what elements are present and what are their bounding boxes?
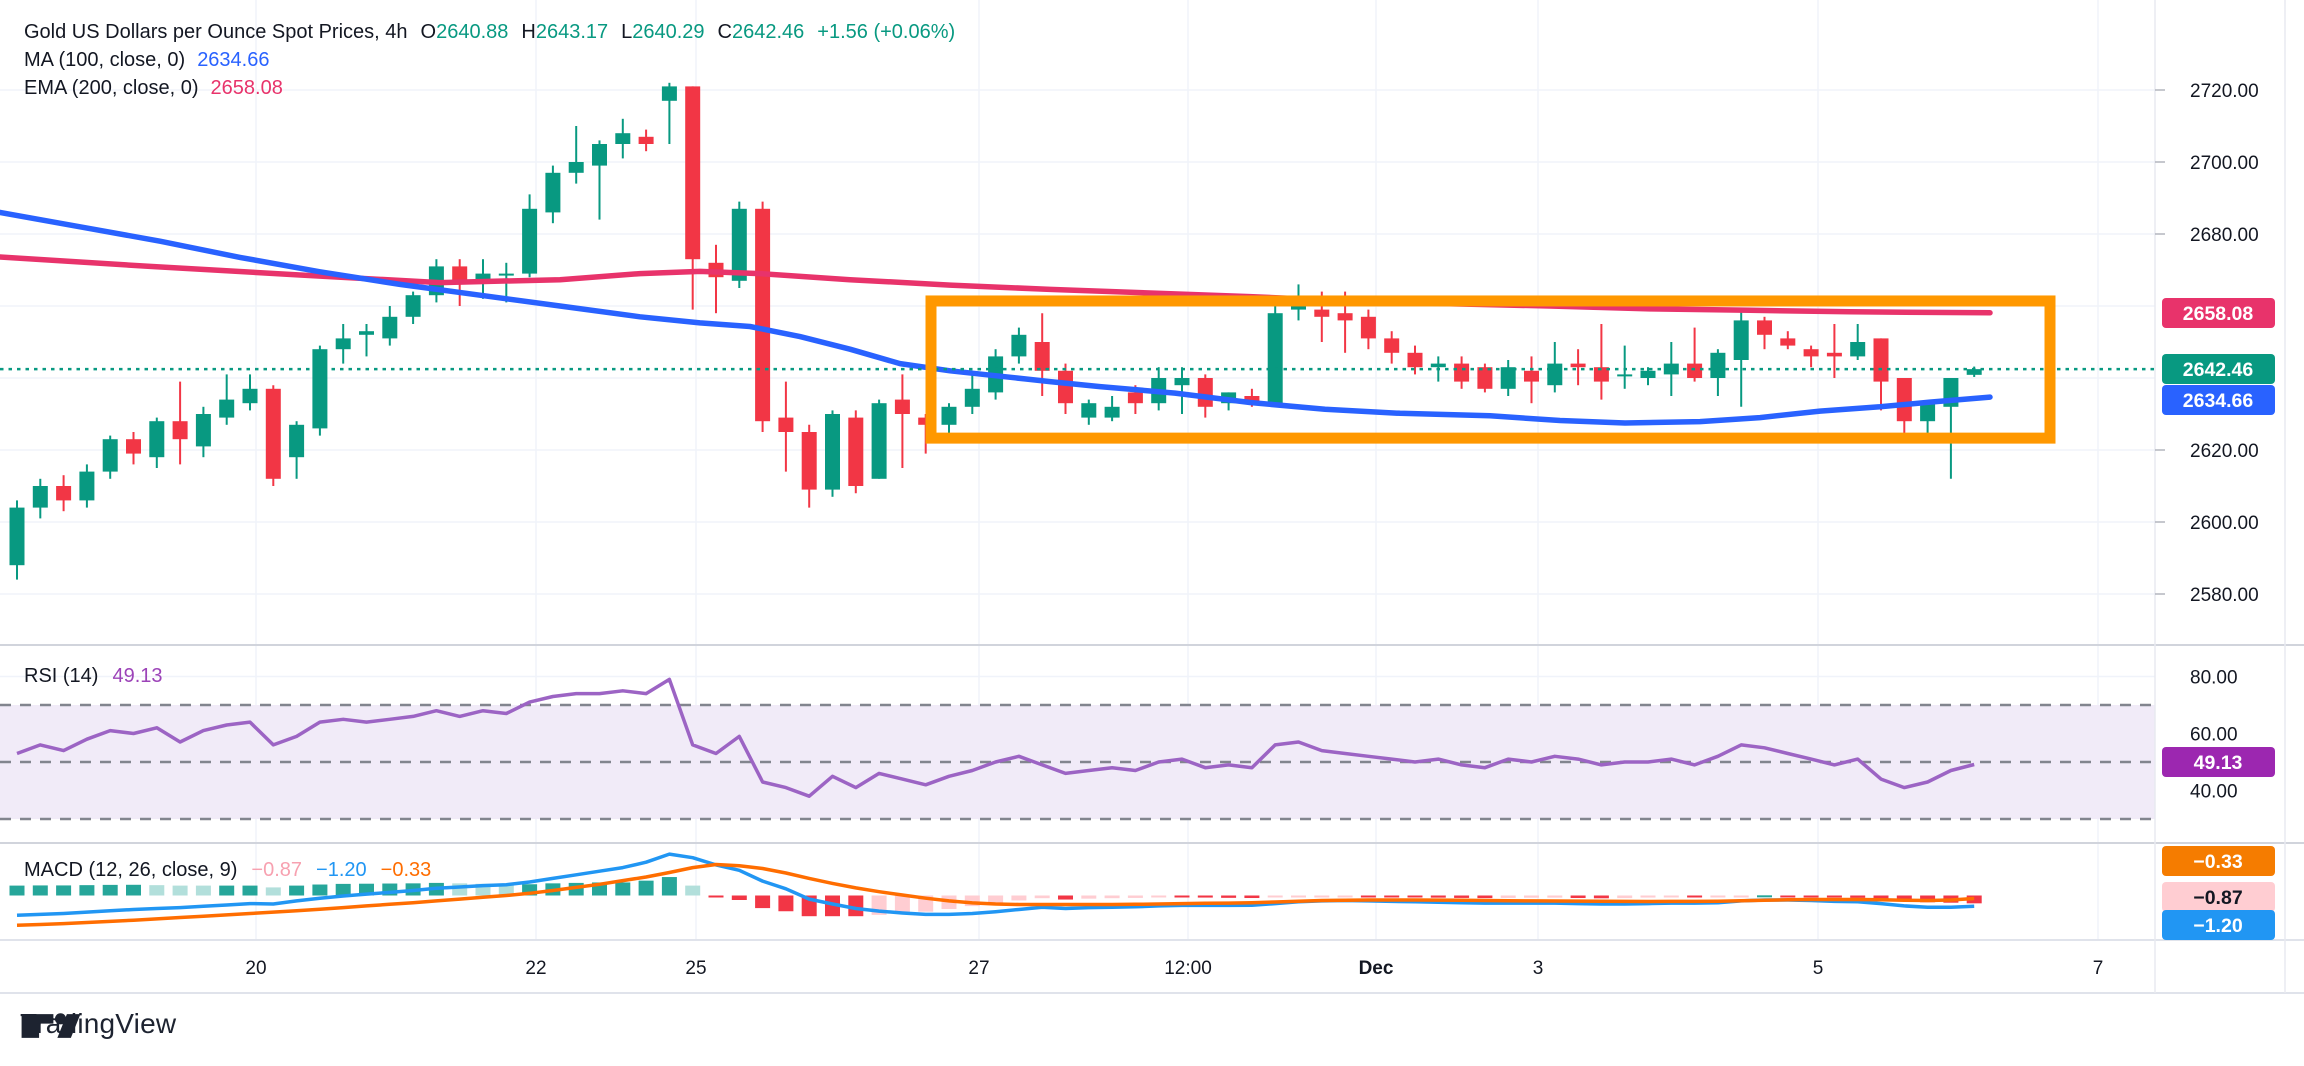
low-label: L — [621, 21, 633, 43]
time-tick-Dec: Dec — [1359, 958, 1394, 979]
ema-label: EMA (200, close, 0) — [24, 77, 199, 99]
svg-text:49.13: 49.13 — [2194, 752, 2243, 774]
price-badge-2634.66 — [2162, 385, 2275, 415]
rsi-label: RSI (14) — [24, 665, 99, 687]
rsi-line[interactable] — [16, 677, 1975, 798]
macd-signal-line[interactable] — [16, 862, 1975, 927]
svg-text:2642.46: 2642.46 — [2183, 359, 2254, 381]
price-tick-2600.00: 2600.00 — [2190, 513, 2259, 534]
macd-legend[interactable]: MACD (12, 26, close, 9) −0.87 −1.20 −0.3… — [24, 858, 431, 882]
time-tick-20: 20 — [245, 958, 266, 979]
rsi-tick-80.00: 80.00 — [2190, 668, 2238, 689]
low-value: 2640.29 — [632, 21, 705, 43]
macd-label: MACD (12, 26, close, 9) — [24, 859, 238, 881]
ema200-line[interactable] — [0, 254, 1993, 316]
rsi-tick-60.00: 60.00 — [2190, 725, 2238, 746]
close-label: C — [717, 21, 732, 43]
time-tick-25: 25 — [685, 958, 706, 979]
time-tick-7: 7 — [2093, 958, 2104, 979]
tradingview-logo[interactable]: TradingView — [20, 1008, 176, 1040]
svg-text:2634.66: 2634.66 — [2183, 390, 2254, 412]
tradingview-logo-icon — [21, 1013, 81, 1038]
consolidation-rectangle-drawing[interactable] — [925, 295, 2056, 444]
rsi-legend[interactable]: RSI (14) 49.13 — [24, 664, 163, 688]
rsi-band — [0, 705, 2155, 819]
open-value: 2640.88 — [436, 21, 509, 43]
time-tick-5: 5 — [1813, 958, 1824, 979]
ema-value: 2658.08 — [210, 77, 283, 99]
svg-text:−1.20: −1.20 — [2193, 915, 2242, 937]
price-tick-2720.00: 2720.00 — [2190, 81, 2259, 102]
rsi-tick-40.00: 40.00 — [2190, 782, 2238, 803]
high-value: 2643.17 — [535, 21, 609, 43]
rsi-value: 49.13 — [112, 665, 163, 687]
price-badge-2642.46 — [2162, 354, 2275, 384]
change-value: +1.56 (+0.06%) — [817, 21, 956, 43]
time-tick-3: 3 — [1533, 958, 1544, 979]
open-label: O — [420, 21, 437, 43]
ma-value: 2634.66 — [197, 49, 270, 71]
macd-badge-−1.20 — [2162, 910, 2275, 940]
time-tick-12:00: 12:00 — [1164, 958, 1212, 979]
close-value: 2642.46 — [732, 21, 805, 43]
time-scale[interactable]: 20 22 25 27 12:00 Dec 3 5 7 — [245, 958, 2103, 979]
main-legend: Gold US Dollars per Ounce Spot Prices, 4… — [24, 20, 955, 100]
macd-badge-−0.33 — [2162, 846, 2275, 876]
svg-text:−0.87: −0.87 — [2193, 887, 2242, 909]
price-tick-2700.00: 2700.00 — [2190, 153, 2259, 174]
price-tick-2620.00: 2620.00 — [2190, 441, 2259, 462]
symbol-legend-row[interactable]: Gold US Dollars per Ounce Spot Prices, 4… — [24, 20, 955, 44]
macd-hist-value: −0.87 — [251, 859, 303, 881]
time-tick-27: 27 — [968, 958, 989, 979]
high-label: H — [521, 21, 536, 43]
macd-histogram — [9, 877, 1982, 917]
ma-label: MA (100, close, 0) — [24, 49, 186, 71]
macd-badge-−0.87 — [2162, 882, 2275, 912]
rsi-badge — [2162, 747, 2275, 777]
ma100-line[interactable] — [0, 209, 1993, 426]
ma-legend-row[interactable]: MA (100, close, 0) 2634.66 — [24, 48, 955, 72]
price-tick-2680.00: 2680.00 — [2190, 225, 2259, 246]
svg-text:2658.08: 2658.08 — [2183, 303, 2254, 325]
macd-line-value: −1.20 — [316, 859, 367, 881]
price-tick-2580.00: 2580.00 — [2190, 585, 2259, 606]
price-scale[interactable]: 2720.00 2700.00 2680.00 2620.00 2600.00 2580.… — [2155, 81, 2275, 940]
candlestick-series — [9, 82, 1982, 580]
symbol-title: Gold US Dollars per Ounce Spot Prices, 4… — [24, 21, 408, 43]
time-tick-22: 22 — [525, 958, 546, 979]
svg-text:−0.33: −0.33 — [2193, 851, 2242, 873]
price-badge-2658.08 — [2162, 298, 2275, 328]
macd-signal-value: −0.33 — [380, 859, 432, 881]
ema-legend-row[interactable]: EMA (200, close, 0) 2658.08 — [24, 76, 955, 100]
macd-line[interactable] — [16, 852, 1975, 918]
